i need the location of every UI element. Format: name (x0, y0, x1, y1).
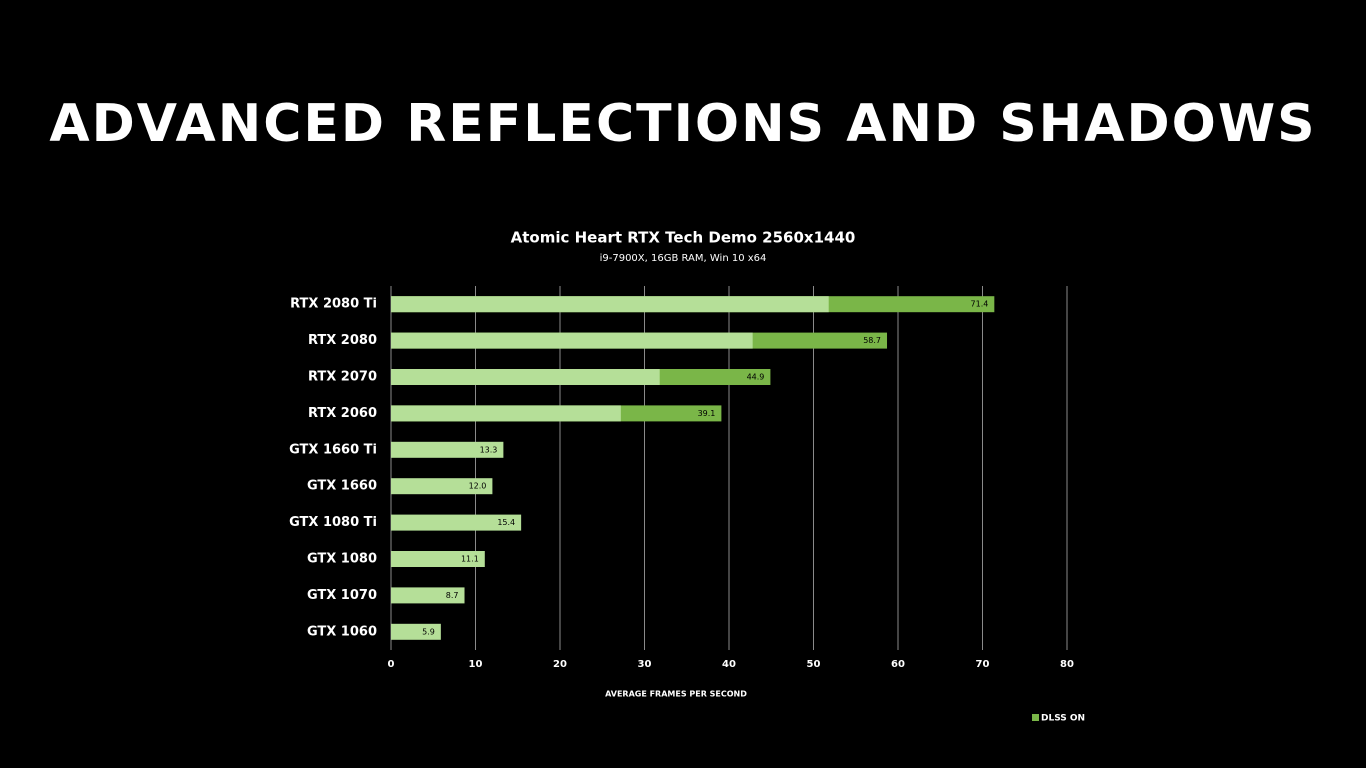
x-tick-label: 70 (976, 659, 990, 670)
data-label: 13.3 (480, 445, 498, 454)
bar (391, 369, 660, 385)
x-tick-label: 20 (553, 659, 567, 670)
data-label: 8.7 (446, 591, 459, 600)
legend-swatch (1032, 714, 1039, 721)
data-label: 11.1 (461, 555, 479, 564)
y-tick-label: GTX 1080 Ti (289, 515, 377, 530)
data-label: 39.1 (698, 409, 716, 418)
data-label: 71.4 (971, 300, 989, 309)
x-tick-label: 60 (891, 659, 905, 670)
data-label: 44.9 (747, 373, 765, 382)
page-title: ADVANCED REFLECTIONS AND SHADOWS (49, 94, 1316, 154)
y-tick-label: RTX 2080 Ti (290, 297, 377, 312)
bar (391, 623, 441, 640)
x-tick-label: 40 (722, 659, 736, 670)
x-tick-label: 80 (1060, 659, 1074, 670)
data-label: 58.7 (863, 336, 881, 345)
bar (391, 332, 753, 349)
y-tick-label: RTX 2070 (308, 370, 377, 385)
y-tick-label: GTX 1660 (307, 479, 377, 494)
bar (391, 296, 829, 313)
bar (391, 405, 621, 422)
x-tick-label: 0 (388, 659, 395, 670)
data-label: 5.9 (422, 627, 435, 636)
bar (391, 587, 465, 604)
y-tick-label: GTX 1060 (307, 624, 377, 639)
data-label: 15.4 (497, 518, 515, 527)
x-axis-label: AVERAGE FRAMES PER SECOND (605, 690, 747, 699)
bar (391, 514, 522, 531)
y-tick-label: GTX 1080 (307, 552, 377, 567)
y-tick-label: GTX 1660 Ti (289, 442, 377, 457)
x-tick-label: 30 (638, 659, 652, 670)
y-tick-label: RTX 2080 (308, 333, 377, 348)
chart-title: Atomic Heart RTX Tech Demo 2560x1440 (511, 229, 856, 247)
y-tick-label: GTX 1070 (307, 588, 377, 603)
x-tick-label: 10 (469, 659, 483, 670)
y-tick-label: RTX 2060 (308, 406, 377, 421)
bar (391, 441, 504, 458)
legend-label: DLSS ON (1041, 714, 1085, 724)
bar (391, 551, 485, 567)
chart-subtitle: i9-7900X, 16GB RAM, Win 10 x64 (600, 253, 767, 264)
x-tick-label: 50 (807, 659, 821, 670)
bar (391, 478, 493, 495)
data-label: 12.0 (469, 482, 487, 491)
